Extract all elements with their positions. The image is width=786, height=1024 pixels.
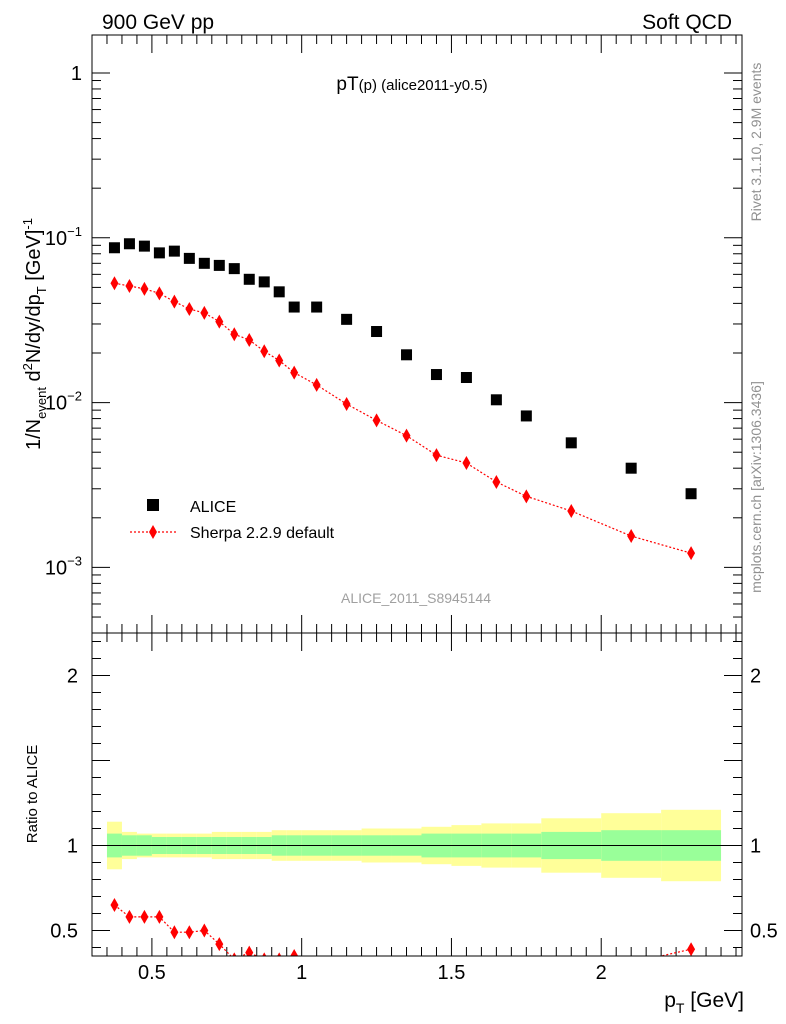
sherpa-point	[312, 377, 321, 392]
collision-energy-label: 900 GeV pp	[102, 11, 214, 34]
ratio-axis-title: Ratio to ALICE	[24, 745, 41, 843]
ratio-point	[245, 945, 254, 956]
sherpa-point	[215, 314, 224, 329]
alice-point	[625, 462, 637, 474]
legend-label-sherpa: Sherpa 2.2.9 default	[190, 525, 335, 542]
ratio-y-tick-label-left: 2	[67, 666, 78, 688]
sherpa-point	[492, 474, 501, 489]
sherpa-point	[372, 413, 381, 428]
x-tick-label: 2	[596, 962, 607, 984]
legend-marker-sherpa	[149, 525, 157, 539]
ratio-point	[262, 952, 267, 956]
ratio-y-tick-label-left: 1	[67, 836, 78, 858]
plot-title: pT(p) (alice2011-y0.5)	[336, 74, 487, 95]
y-tick-label: 10−2	[45, 389, 82, 415]
alice-point	[273, 286, 285, 298]
ratio-point	[232, 952, 237, 956]
alice-point	[183, 252, 195, 264]
y-tick-label: 10−1	[45, 224, 82, 250]
alice-point	[138, 240, 150, 252]
mcplots-reference-label: mcplots.cern.ch [arXiv:1306.3436]	[748, 381, 764, 593]
sherpa-point	[110, 276, 119, 291]
legend: ALICE Sherpa 2.2.9 default	[130, 499, 335, 542]
ratio-panel-frame	[91, 632, 743, 957]
y-tick-label: 1	[71, 63, 82, 85]
sherpa-point	[402, 428, 411, 443]
ratio-point	[170, 925, 179, 940]
analysis-id-watermark: ALICE_2011_S8945144	[341, 590, 491, 606]
alice-point	[460, 372, 472, 384]
alice-point	[430, 369, 442, 381]
spectrum-panel-frame	[91, 34, 743, 634]
sherpa-point	[567, 503, 576, 518]
alice-point	[243, 273, 255, 285]
sherpa-point	[185, 301, 194, 316]
alice-point	[341, 313, 353, 325]
sherpa-point	[155, 286, 164, 301]
rivet-version-label: Rivet 3.1.10, 2.9M events	[748, 63, 764, 222]
legend-label-alice: ALICE	[190, 499, 236, 516]
ratio-panel: 0.5 0.5 1 1 2 2 0.5 1 1.5 2 Ratio to ALICE pT [Ge…	[24, 632, 778, 1016]
ratio-y-tick-label-right: 2	[750, 666, 761, 688]
sherpa-point	[342, 397, 351, 412]
sherpa-point	[687, 546, 696, 561]
ratio-point	[215, 937, 224, 952]
x-tick-label: 1.5	[438, 962, 466, 984]
sherpa-point	[290, 365, 299, 380]
y-tick-label: 10−3	[45, 553, 82, 579]
sherpa-point	[125, 278, 134, 293]
sherpa-point	[432, 448, 441, 463]
x-tick-label: 0.5	[138, 962, 166, 984]
ratio-point	[155, 909, 164, 924]
alice-point	[123, 238, 135, 250]
sherpa-point	[522, 489, 531, 504]
sherpa-point	[140, 281, 149, 296]
alice-point	[108, 242, 120, 254]
y-axis-title: 1/Nevent d2N/dy/dpT [GeV]-1	[20, 218, 49, 450]
process-label: Soft QCD	[642, 11, 732, 34]
alice-point	[401, 349, 413, 361]
alice-point	[520, 410, 532, 422]
sherpa-point	[230, 327, 239, 342]
alice-point	[168, 245, 180, 257]
alice-point	[198, 257, 210, 269]
ratio-point	[110, 898, 119, 912]
sherpa-point	[627, 529, 636, 544]
alice-point	[258, 276, 270, 288]
alice-point	[288, 301, 300, 313]
alice-point	[311, 301, 323, 313]
alice-point	[371, 326, 383, 338]
ratio-y-tick-label-left: 0.5	[50, 921, 78, 943]
sherpa-point	[462, 456, 471, 471]
ratio-point	[125, 909, 134, 924]
ratio-point	[277, 952, 282, 956]
alice-point	[213, 259, 225, 271]
spectrum-panel: 1 10−1 10−2 10−3 pT(p) (alice2011-y0.5) 1/N…	[20, 34, 743, 634]
ratio-y-tick-label-right: 1	[750, 836, 761, 858]
ratio-y-tick-label-right: 0.5	[750, 921, 778, 943]
ratio-point	[185, 925, 194, 940]
alice-point	[228, 263, 240, 275]
ratio-point	[200, 923, 209, 938]
alice-point	[685, 488, 697, 500]
sherpa-point	[170, 294, 179, 309]
alice-point	[490, 394, 502, 406]
alice-point	[565, 437, 577, 449]
sherpa-point	[245, 332, 254, 347]
alice-point	[153, 247, 165, 259]
ratio-point	[290, 949, 299, 956]
x-axis-title: pT [GeV]	[664, 989, 744, 1016]
legend-marker-alice	[147, 499, 159, 511]
ratio-point	[140, 909, 149, 924]
x-tick-label: 1	[296, 962, 307, 984]
sherpa-point	[200, 305, 209, 320]
sherpa-point	[275, 353, 284, 368]
sherpa-point	[260, 344, 269, 359]
